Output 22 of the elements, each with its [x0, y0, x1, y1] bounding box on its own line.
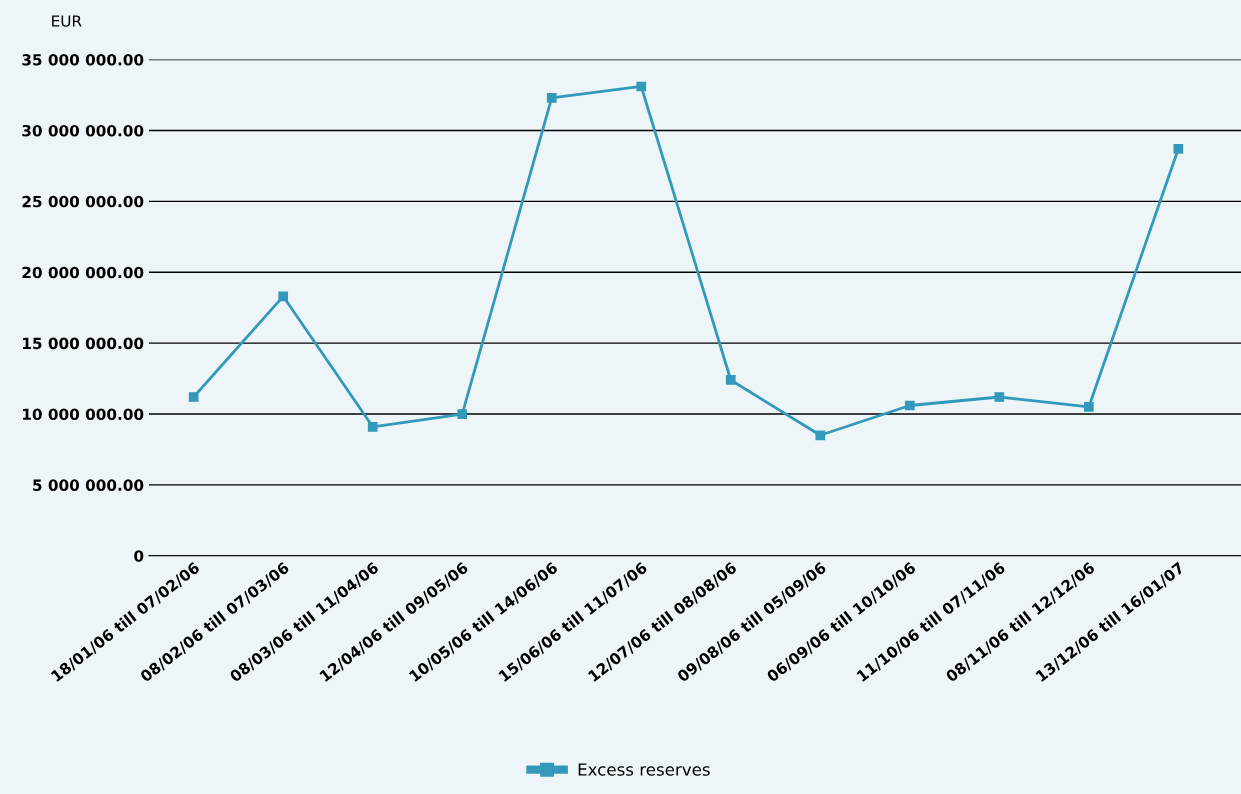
y-tick-label: 15 000 000.00: [23, 337, 144, 350]
point: [1083, 402, 1094, 412]
point: [188, 392, 199, 402]
y-tick-label: 30 000 000.00: [22, 124, 144, 137]
point: [457, 409, 468, 419]
point: [1173, 144, 1184, 154]
point: [636, 81, 647, 92]
y-axis-title: EUR: [52, 15, 82, 27]
y-tick-label: 25 000 000.00: [22, 195, 144, 208]
y-tick-label: 0: [134, 550, 144, 562]
point: [994, 392, 1005, 402]
point: [725, 375, 736, 385]
point: [367, 421, 378, 432]
legend-label: Excess reserves: [578, 763, 710, 776]
y-tick-label: 20 000 000.00: [22, 266, 144, 279]
point: [815, 430, 826, 441]
point: [904, 400, 915, 411]
y-tick-label: 35 000 000.00: [22, 54, 144, 66]
y-tick-label: 10 000 000.00: [23, 408, 144, 421]
y-tick-label: 5 000 000.00: [33, 479, 144, 491]
point: [278, 291, 289, 302]
point: [546, 92, 557, 103]
